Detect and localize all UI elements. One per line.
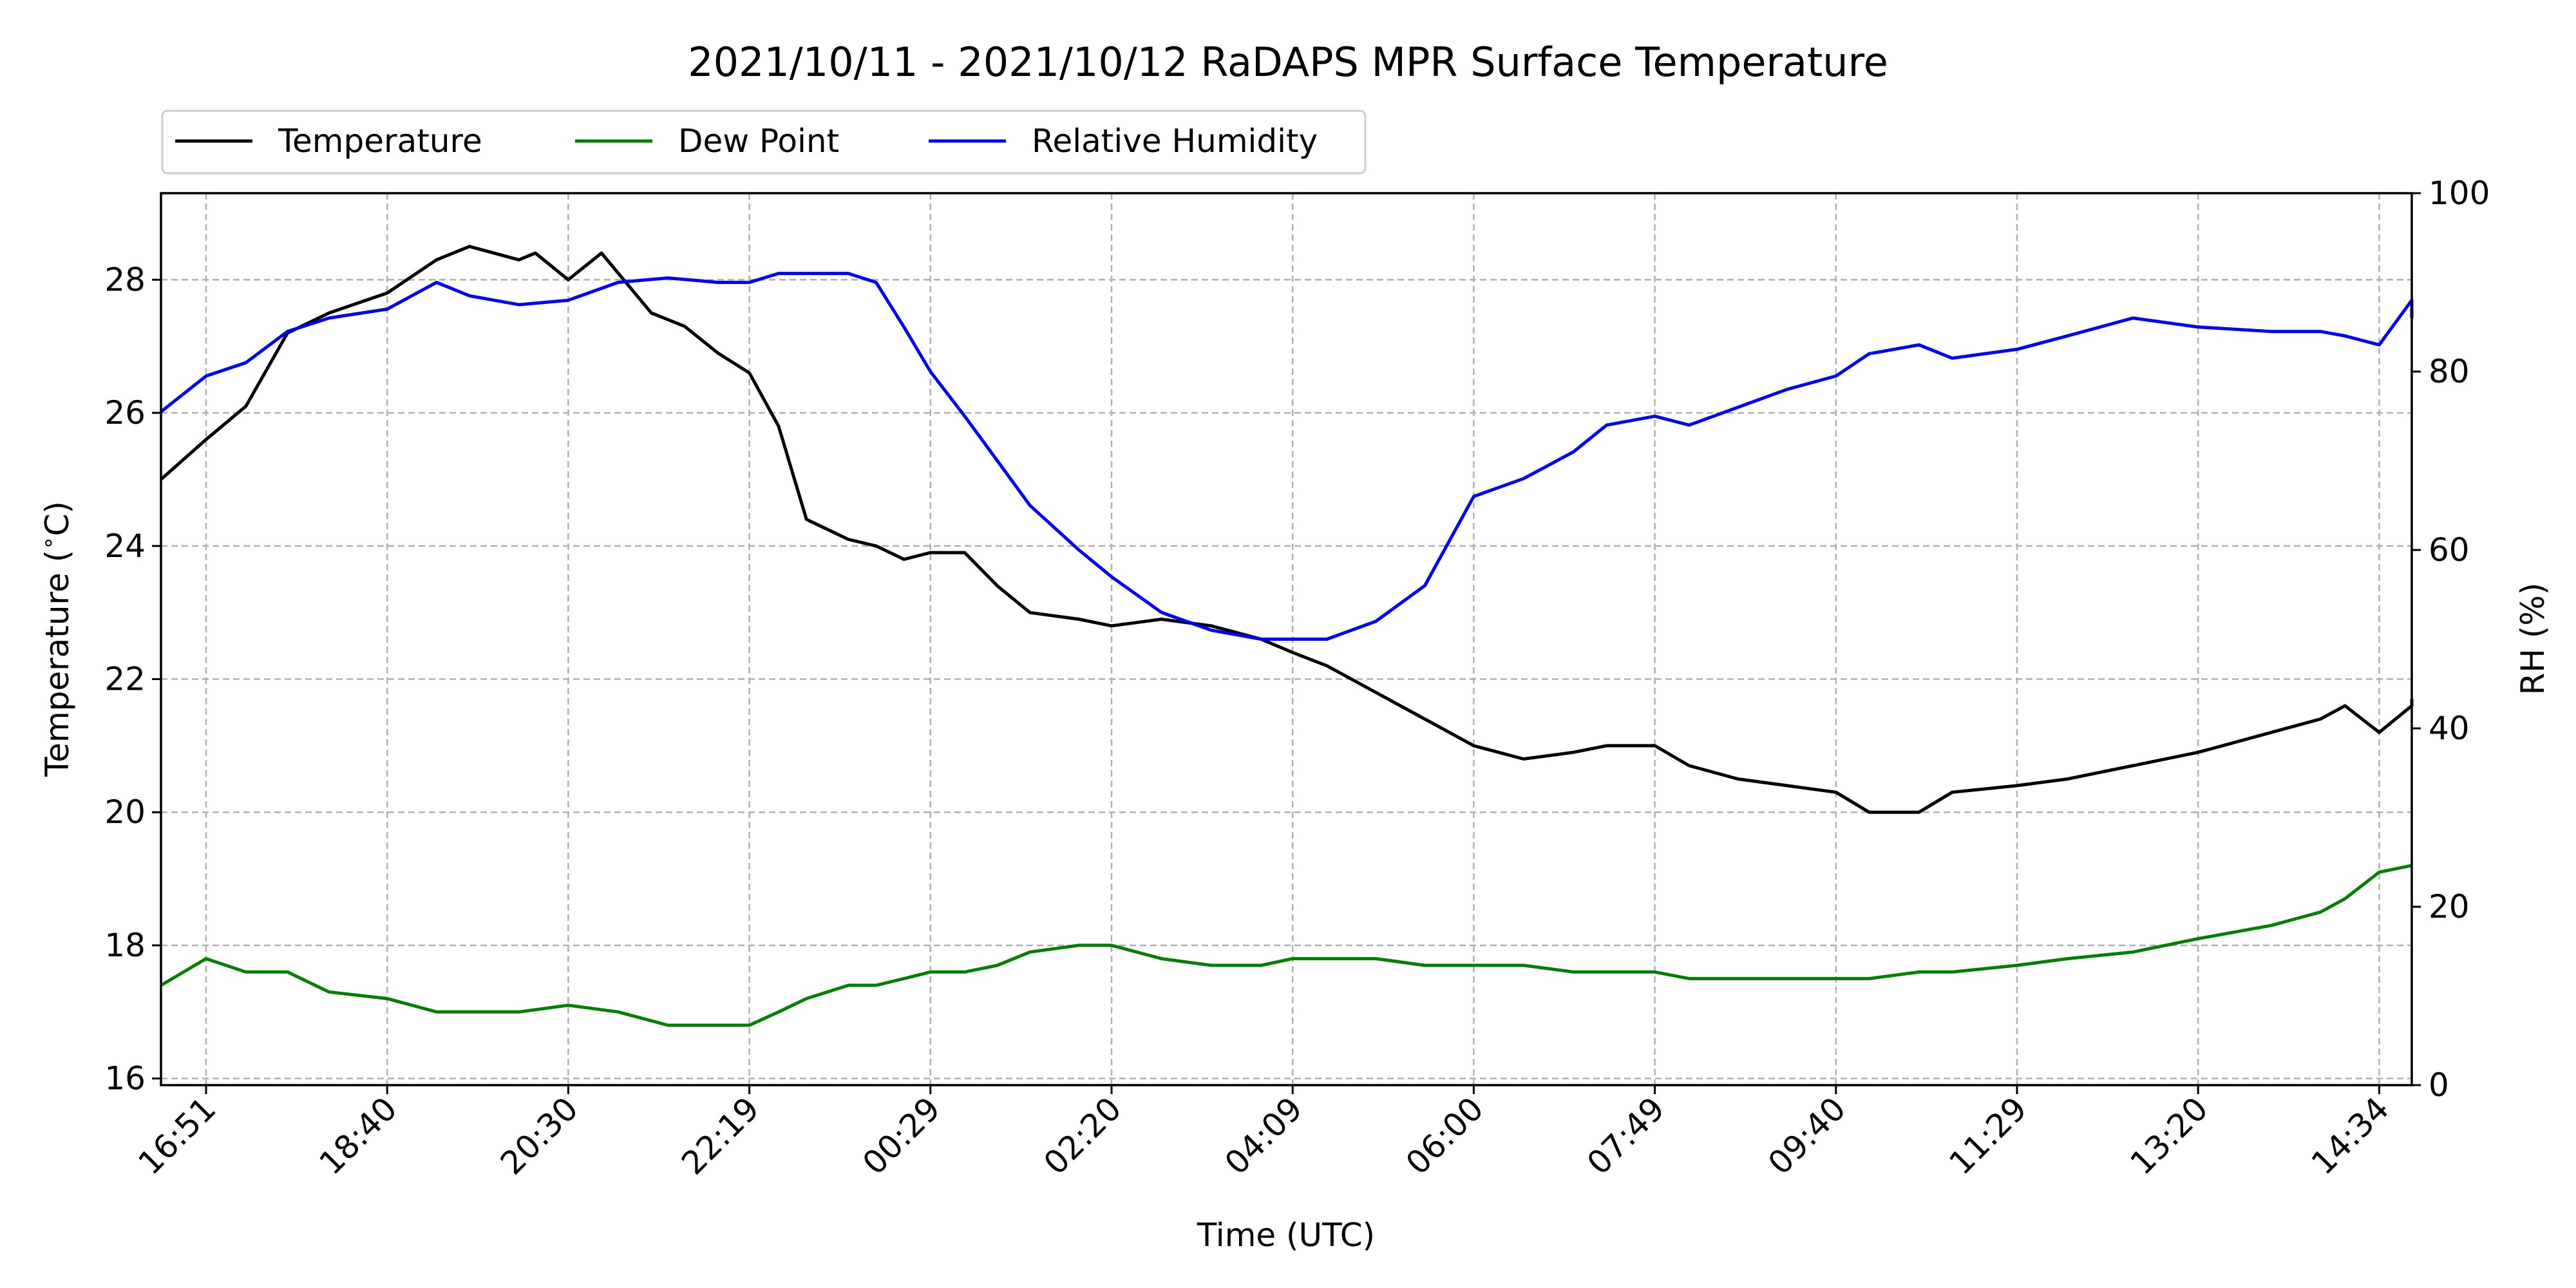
y-axis-ticks: 16 18 20 22 24 26 28 xyxy=(104,261,161,1097)
y2-tick-label: 80 xyxy=(2429,353,2470,390)
plot-frame xyxy=(160,192,2413,1086)
x-axis-label: Time (UTC) xyxy=(1197,1217,1375,1254)
legend-label: Temperature xyxy=(278,122,482,160)
y-tick-label: 16 xyxy=(104,1060,146,1097)
grid-lines xyxy=(161,193,2412,1085)
y-tick-label: 24 xyxy=(104,527,146,565)
legend-label: Dew Point xyxy=(678,122,839,160)
legend: Temperature Dew Point Relative Humidity xyxy=(161,109,1367,175)
series-lines xyxy=(160,245,2414,1027)
y2-tick-label: 60 xyxy=(2429,531,2470,569)
series-line-relative-humidity xyxy=(160,272,2414,641)
y-tick-label: 18 xyxy=(104,927,146,964)
y-tick-label: 22 xyxy=(104,661,146,698)
legend-box xyxy=(161,109,1367,175)
y2-tick-label: 40 xyxy=(2429,710,2470,747)
y2-tick-label: 0 xyxy=(2429,1066,2449,1104)
chart-title: 2021/10/11 - 2021/10/12 RaDAPS MPR Surfa… xyxy=(688,39,1888,86)
legend-label: Relative Humidity xyxy=(1032,122,1318,160)
y2-tick-label: 20 xyxy=(2429,888,2470,925)
y2-axis-label: RH (%) xyxy=(2514,583,2552,696)
y2-axis-ticks: 0 20 40 60 80 100 xyxy=(2412,175,2490,1104)
series-line-dew-point xyxy=(160,864,2412,1027)
y-axis-label: Temperature (∘C) xyxy=(35,501,76,777)
y-tick-label: 26 xyxy=(104,394,146,431)
series-line-temperature xyxy=(160,245,2414,814)
y2-tick-label: 100 xyxy=(2429,175,2490,212)
y-tick-label: 20 xyxy=(104,793,146,831)
y-tick-label: 28 xyxy=(104,261,146,298)
